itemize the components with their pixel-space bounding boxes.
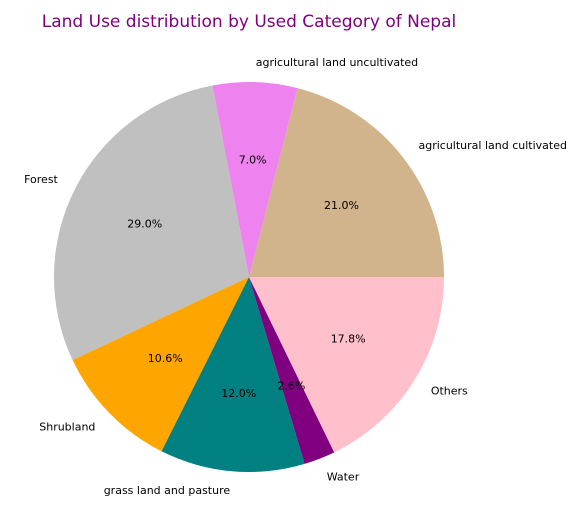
percent-label-others: 17.8% bbox=[331, 333, 366, 346]
percent-label-grass-land-and-pasture: 12.0% bbox=[221, 387, 256, 400]
percent-label-agricultural-land-cultivated: 21.0% bbox=[324, 199, 359, 212]
slice-label-agricultural-land-cultivated: agricultural land cultivated bbox=[418, 139, 566, 152]
slice-label-shrubland: Shrubland bbox=[39, 420, 95, 433]
slice-label-water: Water bbox=[327, 470, 360, 483]
pie-slice-grass-land-and-pasture bbox=[161, 277, 305, 472]
pie-slice-water bbox=[249, 277, 335, 464]
percent-label-water: 2.6% bbox=[277, 380, 305, 393]
slice-label-grass-land-and-pasture: grass land and pasture bbox=[104, 484, 231, 497]
percent-label-agricultural-land-uncultivated: 7.0% bbox=[239, 154, 267, 167]
pie-slice-shrubland bbox=[72, 277, 250, 452]
slice-label-forest: Forest bbox=[24, 173, 58, 186]
slice-labels: agricultural land cultivated agricultural… bbox=[24, 56, 567, 497]
pie-slice-others bbox=[249, 277, 444, 453]
percent-label-forest: 29.0% bbox=[127, 217, 162, 230]
chart-title: Land Use distribution by Used Category o… bbox=[41, 12, 457, 32]
pie-slice-agricultural-land-uncultivated bbox=[212, 82, 298, 277]
percent-label-shrubland: 10.6% bbox=[148, 352, 183, 365]
pie-slice-agricultural-land-cultivated bbox=[249, 88, 444, 277]
pie-slice-forest bbox=[53, 85, 250, 361]
slice-label-agricultural-land-uncultivated: agricultural land uncultivated bbox=[256, 56, 418, 69]
percent-labels: 21.0% 7.0% 29.0% 10.6% 12.0% 2.6% 17.8% bbox=[127, 154, 365, 400]
slice-label-others: Others bbox=[431, 384, 468, 397]
pie-slices bbox=[53, 82, 444, 472]
